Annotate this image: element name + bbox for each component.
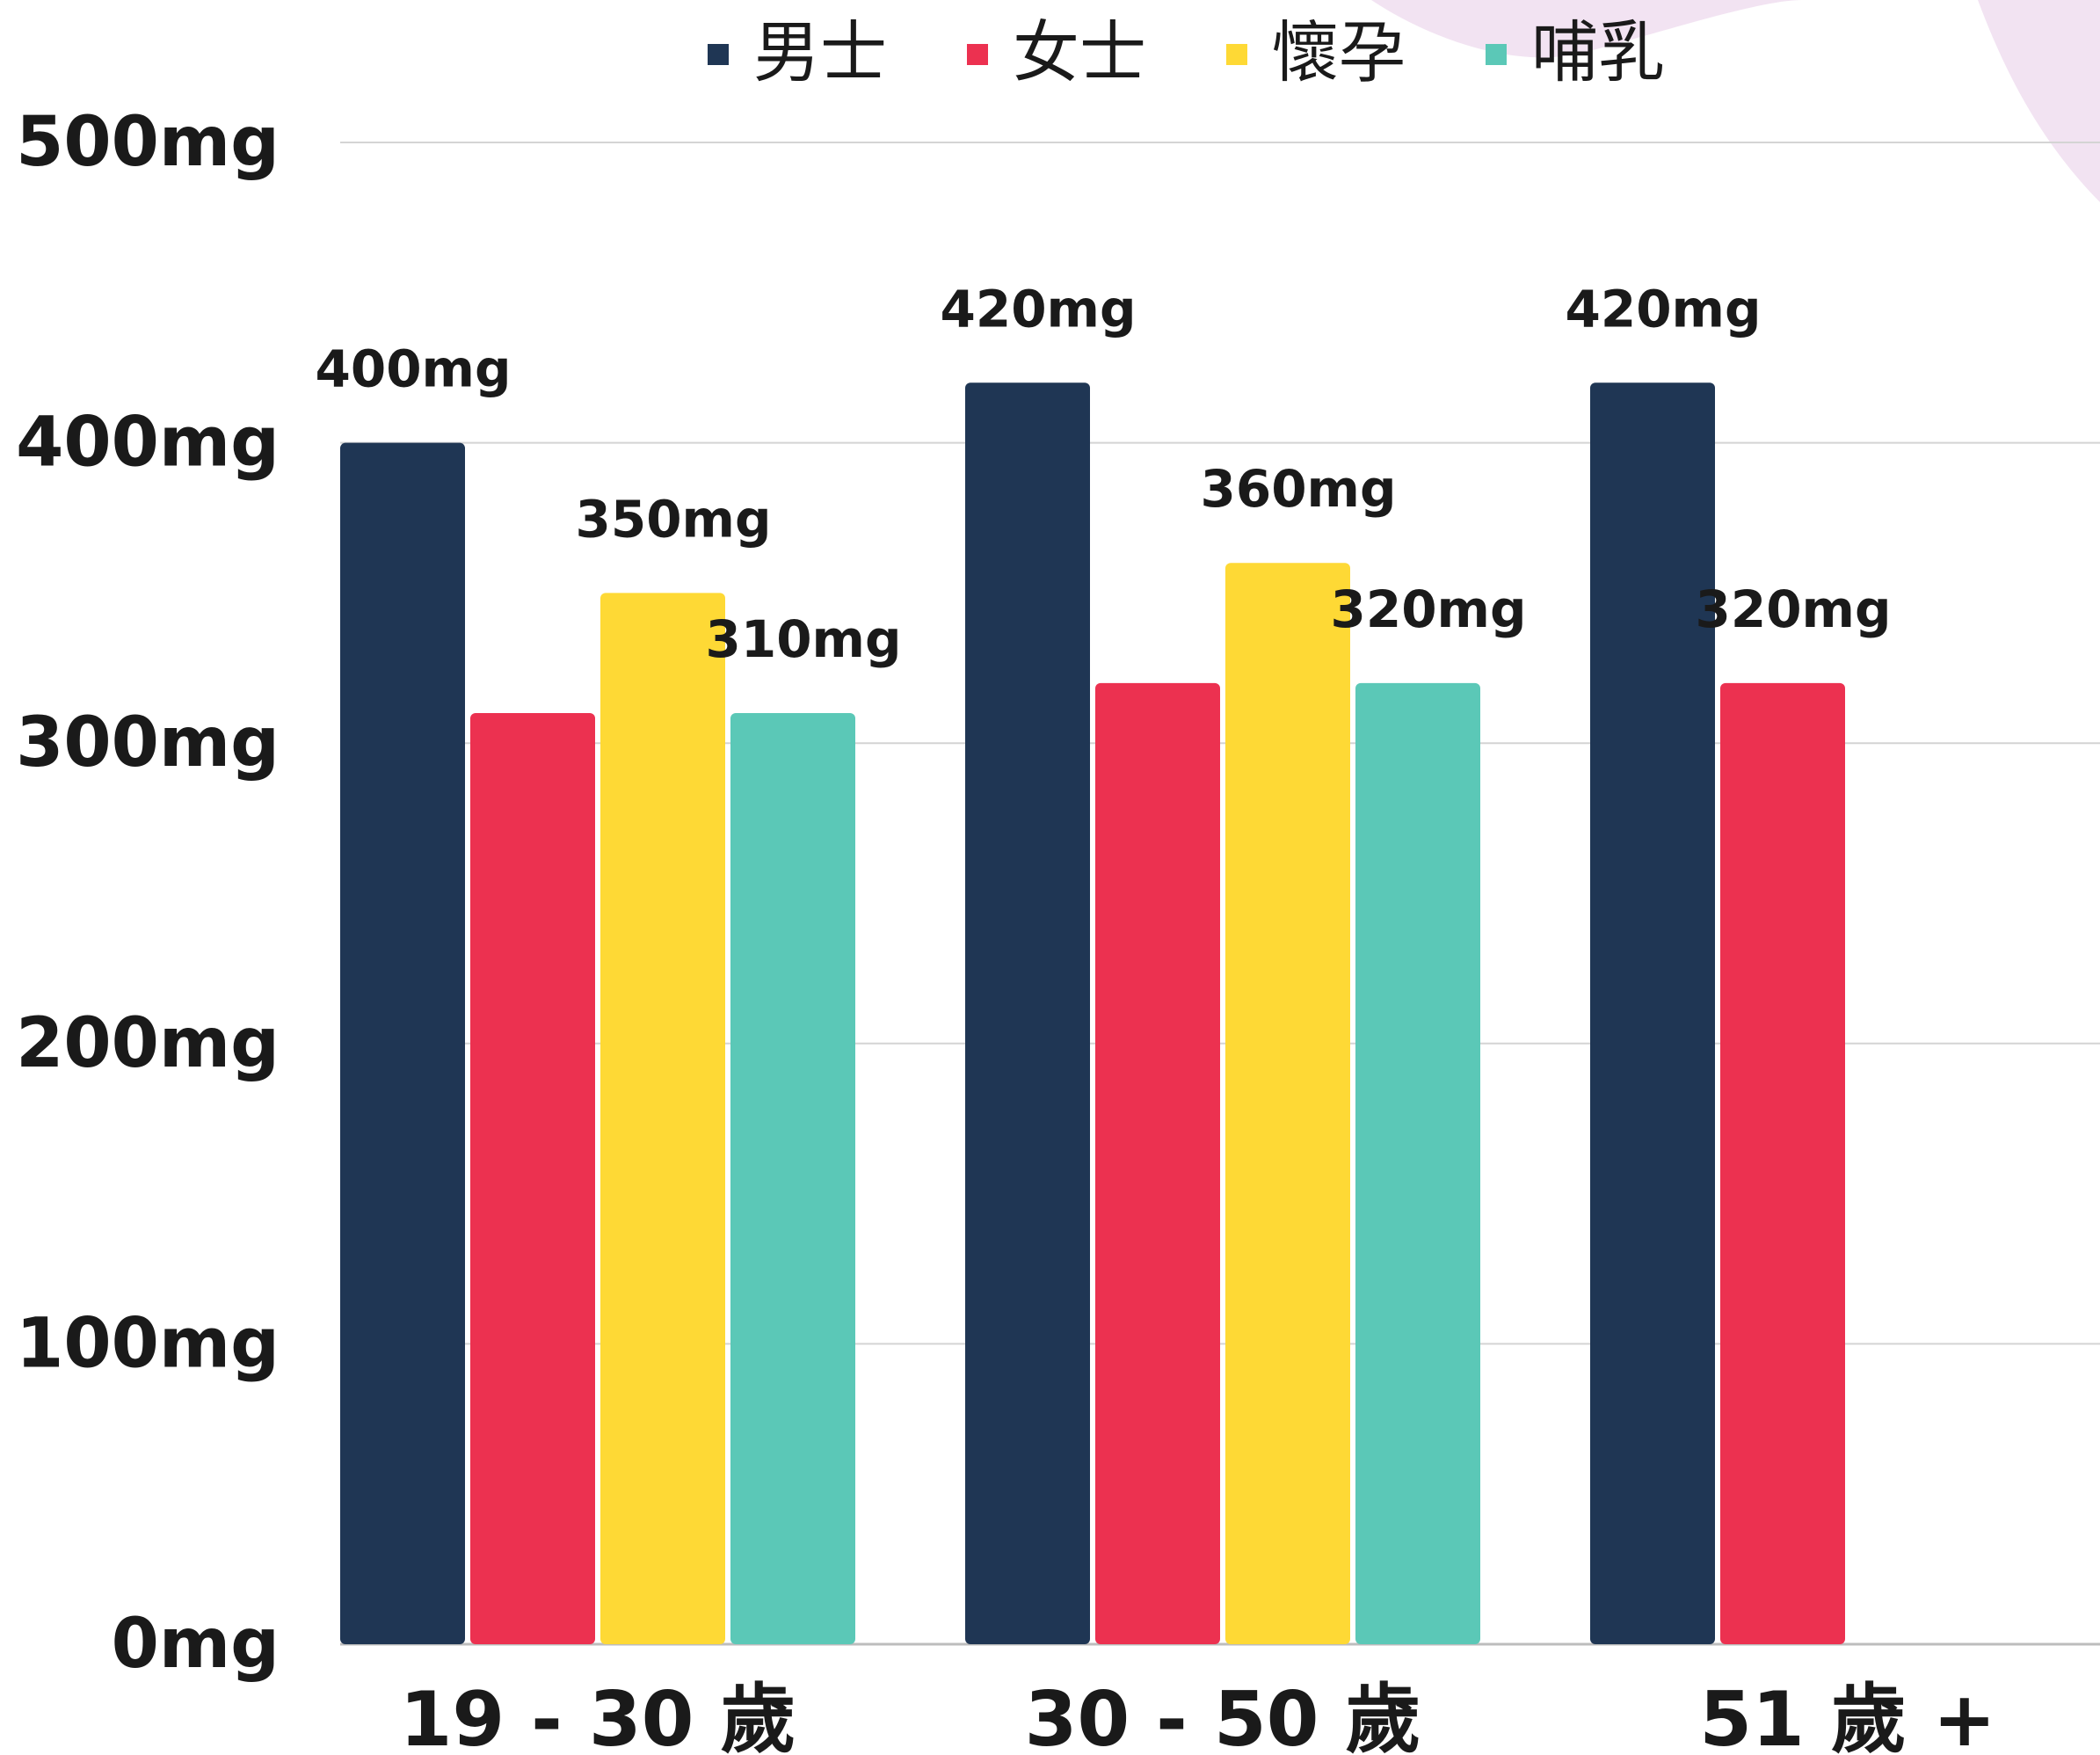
bar: [600, 593, 725, 1644]
background-decoration: [1371, 0, 2100, 202]
legend-label: 哺乳: [1531, 13, 1665, 91]
legend-label: 懷孕: [1272, 13, 1406, 91]
bar: [1095, 682, 1220, 1644]
y-tick-label: 500mg: [16, 103, 280, 182]
data-label: 320mg: [1695, 579, 1891, 639]
bars: [340, 382, 1845, 1645]
y-axis-ticks: 0mg 100mg 200mg 300mg 400mg 500mg: [16, 103, 280, 1684]
legend-swatch: [1486, 44, 1507, 65]
data-label: 420mg: [1565, 279, 1761, 339]
legend-swatch: [708, 44, 729, 65]
x-tick-label: 30 - 50 歲: [1025, 1676, 1421, 1755]
data-label: 350mg: [575, 489, 771, 549]
bar: [470, 713, 595, 1644]
bar: [340, 442, 465, 1645]
legend-label: 男士: [753, 13, 887, 91]
legend-swatch: [1226, 44, 1247, 65]
data-label: 360mg: [1200, 459, 1396, 519]
legend: 男士 女士 懷孕 哺乳: [708, 13, 1665, 91]
legend-swatch: [967, 44, 988, 65]
bar: [1225, 563, 1350, 1644]
data-labels: 400mg 350mg 310mg 420mg 360mg 320mg 420mg 320mg: [315, 279, 1891, 669]
y-tick-label: 400mg: [16, 404, 280, 483]
y-tick-label: 100mg: [16, 1304, 280, 1383]
bar: [965, 382, 1090, 1644]
bar: [1590, 382, 1715, 1644]
data-label: 400mg: [315, 339, 511, 399]
data-label: 320mg: [1330, 579, 1526, 639]
x-axis-ticks: 19 - 30 歲 30 - 50 歲 51 歲 +: [400, 1676, 1996, 1755]
y-tick-label: 0mg: [112, 1605, 280, 1684]
x-tick-label: 51 歲 +: [1699, 1676, 1996, 1755]
data-label: 310mg: [705, 609, 901, 669]
y-tick-label: 200mg: [16, 1004, 280, 1083]
x-tick-label: 19 - 30 歲: [400, 1676, 796, 1755]
bar: [730, 713, 855, 1644]
bar: [1720, 682, 1845, 1644]
data-label: 420mg: [940, 279, 1136, 339]
legend-label: 女士: [1013, 13, 1146, 91]
y-tick-label: 300mg: [16, 703, 280, 783]
bar: [1355, 682, 1480, 1644]
